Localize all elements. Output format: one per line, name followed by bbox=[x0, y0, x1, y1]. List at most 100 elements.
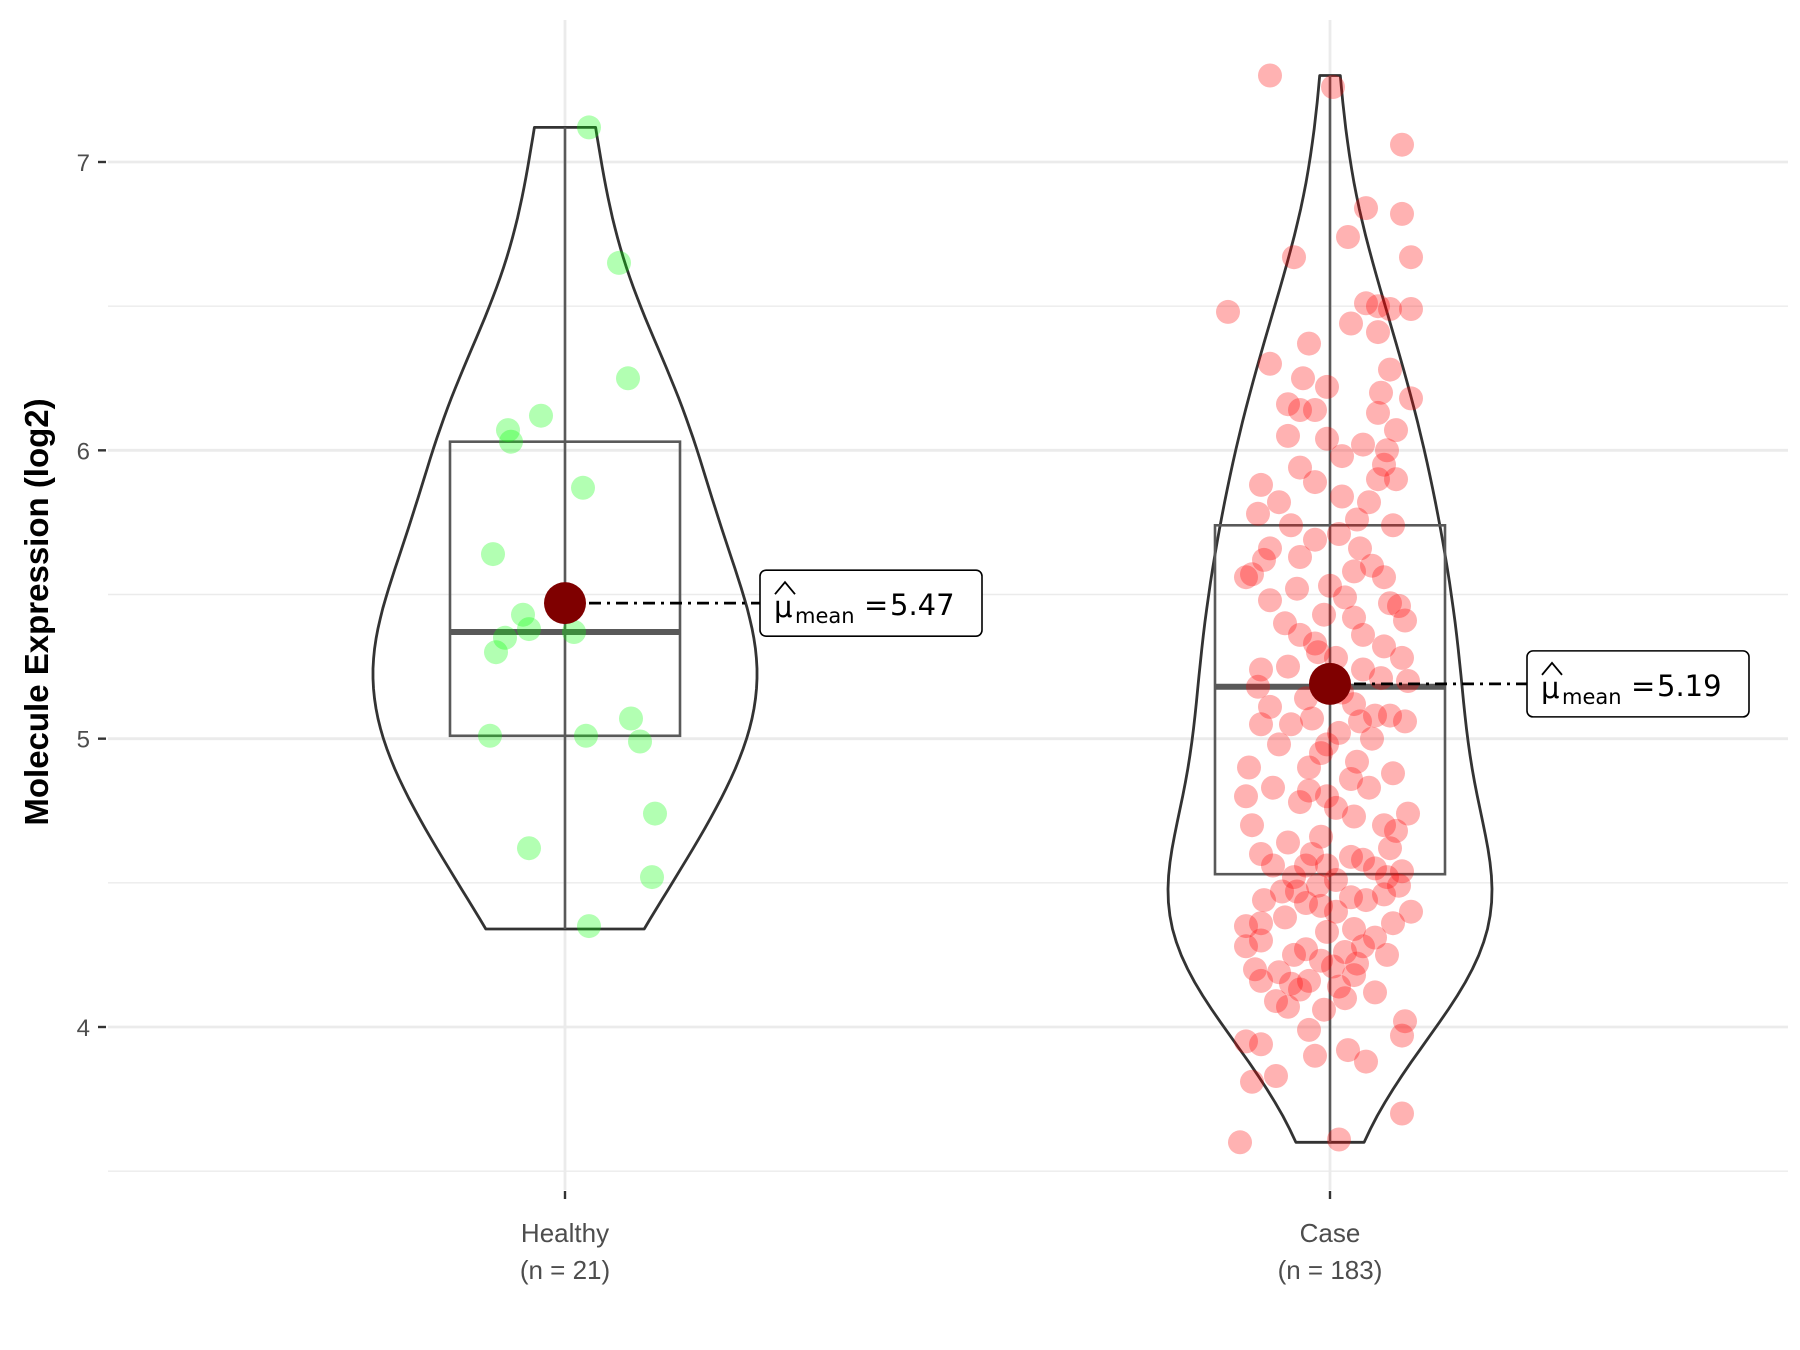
data-point bbox=[1273, 905, 1297, 930]
data-point bbox=[1390, 132, 1414, 157]
data-point bbox=[1399, 245, 1423, 270]
data-point bbox=[1318, 573, 1342, 598]
data-point bbox=[1279, 513, 1303, 538]
data-point bbox=[1378, 836, 1402, 861]
equals-sign: = bbox=[1631, 669, 1655, 703]
y-tick-label: 7 bbox=[77, 150, 90, 177]
data-point bbox=[1237, 755, 1261, 780]
data-point bbox=[1345, 749, 1369, 774]
data-point bbox=[511, 602, 535, 627]
data-point bbox=[1339, 767, 1363, 791]
data-point bbox=[1342, 963, 1366, 988]
data-point bbox=[1393, 608, 1417, 633]
data-point bbox=[1354, 1049, 1378, 1074]
data-point bbox=[1333, 585, 1357, 610]
iqr-box bbox=[448, 440, 682, 738]
data-point bbox=[1258, 63, 1282, 88]
data-point bbox=[1315, 374, 1339, 399]
data-point bbox=[1393, 709, 1417, 734]
data-point bbox=[1249, 472, 1273, 497]
data-point bbox=[1345, 951, 1369, 976]
data-point bbox=[1303, 1043, 1327, 1068]
data-point bbox=[1375, 942, 1399, 967]
y-tick-label: 4 bbox=[77, 1015, 90, 1042]
data-point bbox=[577, 914, 601, 939]
data-point bbox=[628, 729, 652, 754]
data-point bbox=[1294, 853, 1318, 878]
data-point bbox=[1288, 545, 1312, 569]
data-point bbox=[1315, 732, 1339, 757]
data-point bbox=[1330, 444, 1354, 469]
data-point bbox=[1288, 398, 1312, 422]
violin-outline bbox=[1166, 74, 1494, 1144]
x-tick-count: (n = 21) bbox=[520, 1255, 610, 1285]
violin-outline bbox=[371, 126, 759, 931]
group-healthy: Healthy (n = 21) bbox=[371, 115, 759, 1285]
data-point bbox=[1276, 994, 1300, 1019]
data-point bbox=[1243, 957, 1267, 982]
data-point bbox=[1399, 297, 1423, 321]
data-point bbox=[1252, 547, 1276, 572]
data-point bbox=[1345, 507, 1369, 532]
x-tick-label: Healthy bbox=[521, 1218, 609, 1248]
data-point bbox=[1390, 1023, 1414, 1048]
data-point bbox=[1294, 891, 1318, 915]
data-point bbox=[1333, 940, 1357, 964]
data-point bbox=[1348, 536, 1372, 561]
data-point bbox=[616, 366, 640, 391]
y-axis: 4 5 6 7 bbox=[77, 150, 106, 1042]
data-point bbox=[1387, 873, 1411, 898]
data-point bbox=[574, 723, 598, 748]
data-point bbox=[1363, 703, 1387, 728]
data-point bbox=[529, 403, 553, 428]
data-point bbox=[1267, 960, 1291, 985]
data-point bbox=[1336, 1038, 1360, 1063]
data-point bbox=[1354, 196, 1378, 221]
data-point bbox=[1216, 299, 1240, 324]
data-point bbox=[1234, 914, 1258, 939]
data-point bbox=[1327, 1127, 1351, 1152]
hat-symbol bbox=[774, 580, 796, 595]
data-point bbox=[1339, 885, 1363, 910]
data-point bbox=[499, 429, 523, 454]
data-point bbox=[1381, 761, 1405, 786]
data-point bbox=[1264, 1064, 1288, 1088]
group-case: Case (n = 183) bbox=[1166, 63, 1494, 1285]
data-point bbox=[1264, 989, 1288, 1014]
data-point bbox=[1390, 645, 1414, 670]
data-point bbox=[478, 723, 502, 748]
data-point bbox=[1378, 357, 1402, 382]
data-point bbox=[1351, 657, 1375, 682]
data-point bbox=[1246, 674, 1270, 699]
data-point bbox=[496, 418, 520, 443]
data-point bbox=[1228, 1130, 1252, 1155]
data-point bbox=[484, 640, 508, 665]
data-point bbox=[1366, 320, 1390, 345]
data-point bbox=[1261, 853, 1285, 878]
data-point bbox=[1261, 775, 1285, 800]
data-point bbox=[1354, 888, 1378, 913]
data-point bbox=[577, 115, 601, 140]
data-point bbox=[1309, 824, 1333, 849]
data-point bbox=[1351, 622, 1375, 647]
data-point bbox=[1303, 527, 1327, 552]
data-point bbox=[1303, 398, 1327, 422]
x-tick-label: Case bbox=[1300, 1218, 1361, 1248]
data-point bbox=[1288, 977, 1312, 1002]
data-point bbox=[1249, 968, 1273, 993]
data-point bbox=[1315, 426, 1339, 451]
data-point bbox=[1303, 631, 1327, 656]
data-point bbox=[1372, 882, 1396, 907]
data-point bbox=[1342, 605, 1366, 630]
data-point bbox=[1297, 331, 1321, 356]
iqr-box bbox=[1213, 523, 1447, 876]
data-point bbox=[1246, 501, 1270, 526]
data-point bbox=[1330, 484, 1354, 509]
data-point bbox=[1363, 856, 1387, 881]
data-point bbox=[1279, 971, 1303, 996]
data-point bbox=[1327, 522, 1351, 546]
data-point bbox=[1249, 842, 1273, 866]
data-point bbox=[1279, 712, 1303, 737]
data-point bbox=[1249, 657, 1273, 682]
data-point bbox=[1240, 1069, 1264, 1094]
